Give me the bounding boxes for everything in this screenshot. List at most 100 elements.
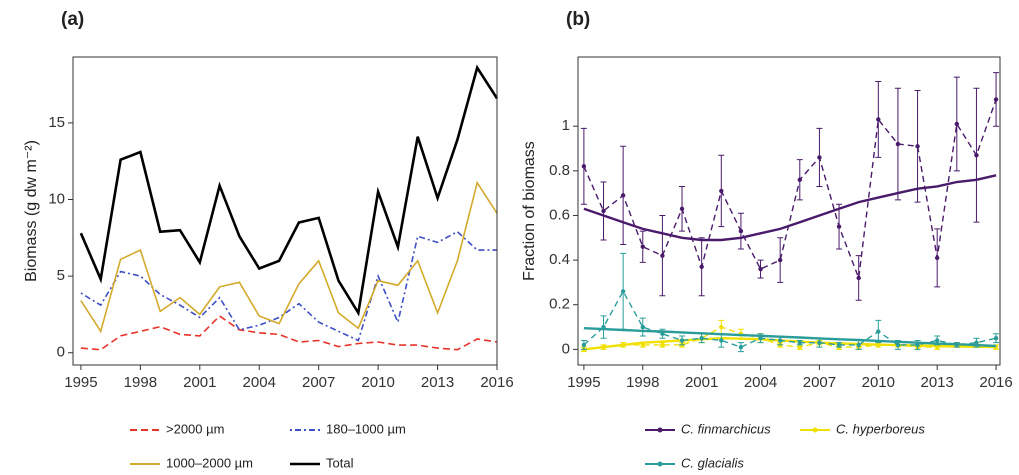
- x-tick-label: 2007: [803, 374, 836, 391]
- x-tick-label: 2013: [921, 374, 954, 391]
- point: [660, 253, 665, 258]
- point: [797, 344, 802, 350]
- point: [620, 193, 626, 198]
- y-tick-label: 10: [48, 190, 65, 207]
- y-tick-label: 0.4: [549, 251, 570, 268]
- point: [993, 97, 999, 102]
- legend-label: 180–1000 µm: [326, 421, 406, 436]
- panel-label: (b): [566, 9, 590, 30]
- point: [856, 342, 861, 348]
- y-tick-label: 0: [562, 340, 570, 357]
- point: [895, 141, 901, 147]
- series-line: [79, 64, 499, 317]
- point: [876, 329, 881, 334]
- point: [601, 208, 606, 214]
- point: [581, 342, 587, 348]
- plot-frame: [577, 56, 1001, 366]
- legend-label: C. hyperboreus: [836, 421, 925, 436]
- point: [974, 153, 979, 158]
- trend-line: [583, 174, 997, 242]
- y-tick-label: 0.2: [549, 296, 570, 313]
- point: [876, 117, 881, 122]
- legend-point: [657, 461, 663, 467]
- x-tick-label: 1998: [626, 374, 659, 391]
- point: [915, 144, 920, 149]
- point: [817, 155, 822, 160]
- series-line: [80, 180, 498, 334]
- point: [836, 224, 842, 229]
- y-tick-label: 15: [48, 114, 65, 131]
- point: [993, 336, 999, 341]
- series-line: [583, 99, 997, 279]
- point: [954, 342, 960, 348]
- point: [719, 324, 724, 330]
- series-line: [80, 230, 497, 342]
- y-tick-label: 0.8: [549, 162, 570, 179]
- x-tick-label: 2010: [862, 374, 895, 391]
- legend-label: 1000–2000 µm: [166, 455, 253, 470]
- point: [934, 338, 940, 343]
- x-tick-label: 2007: [302, 374, 335, 391]
- y-tick-label: 5: [57, 267, 65, 284]
- trend-line: [583, 327, 997, 348]
- point: [974, 340, 979, 345]
- point: [836, 342, 842, 348]
- point: [758, 266, 763, 272]
- point: [581, 164, 587, 169]
- y-tick-label: 1: [562, 117, 570, 134]
- x-tick-label: 2016: [480, 374, 513, 391]
- point: [620, 289, 626, 294]
- y-axis-label: Fraction of biomass: [521, 141, 538, 281]
- panel-label: (a): [61, 9, 84, 30]
- point: [660, 331, 665, 336]
- point: [954, 121, 960, 127]
- x-tick-label: 2001: [685, 374, 718, 391]
- point: [679, 206, 685, 211]
- point: [719, 338, 724, 343]
- point: [797, 177, 802, 182]
- legend-point: [812, 427, 818, 433]
- plot-frame: [72, 56, 498, 366]
- point: [895, 342, 901, 348]
- point: [934, 255, 940, 261]
- point: [934, 344, 940, 350]
- x-tick-label: 1995: [64, 374, 97, 391]
- point: [620, 342, 626, 348]
- point: [777, 257, 783, 263]
- point: [660, 342, 665, 348]
- point: [758, 336, 763, 341]
- point: [640, 342, 645, 348]
- legend-point: [657, 427, 663, 433]
- x-tick-label: 1995: [567, 374, 600, 391]
- point: [601, 324, 606, 330]
- legend-label: C. finmarchicus: [681, 421, 771, 436]
- series-line: [80, 314, 498, 351]
- y-tick-label: 0: [57, 344, 65, 361]
- legend-label: >2000 µm: [166, 421, 224, 436]
- point: [817, 340, 822, 345]
- legend-label: Total: [326, 455, 354, 470]
- point: [719, 188, 724, 194]
- series-line: [583, 326, 997, 351]
- x-tick-label: 1998: [124, 374, 157, 391]
- point: [640, 324, 645, 330]
- x-tick-label: 2013: [421, 374, 454, 391]
- x-tick-label: 2004: [744, 374, 777, 391]
- y-axis-label: Biomass (g dw m⁻²): [23, 140, 40, 282]
- series-line: [583, 289, 997, 348]
- point: [679, 338, 685, 343]
- point: [915, 342, 920, 348]
- point: [738, 228, 744, 234]
- legend-label: C. glacialis: [681, 455, 744, 470]
- point: [856, 275, 861, 281]
- point: [640, 244, 645, 249]
- x-tick-label: 2010: [361, 374, 394, 391]
- point: [699, 336, 704, 341]
- point: [777, 338, 783, 343]
- point: [699, 264, 704, 269]
- y-tick-label: 0.6: [549, 206, 570, 223]
- x-tick-label: 2016: [979, 374, 1012, 391]
- x-tick-label: 2004: [243, 374, 276, 391]
- point: [876, 342, 881, 348]
